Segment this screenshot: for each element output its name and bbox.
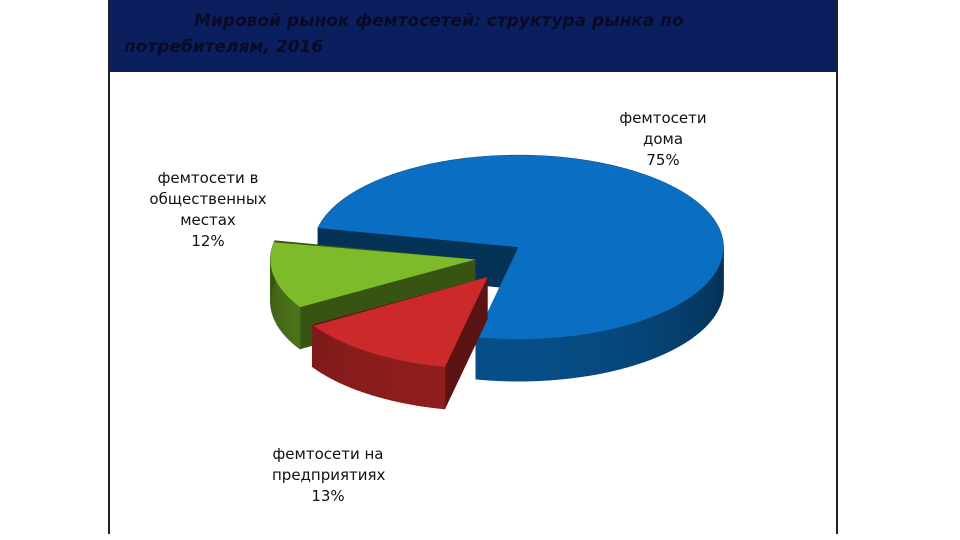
slice-side [588,332,596,376]
slice-side [489,337,498,381]
slice-side [708,277,712,325]
slice-side [632,321,640,366]
slice-side [655,312,662,358]
data-label: фемтосети на предприятиях 13% [253,444,403,507]
slice-side [705,280,709,328]
slice-side [281,288,285,336]
value-label: 75% [646,151,680,169]
slice-side [496,338,505,382]
slice-side [482,337,491,381]
slice-side [695,289,700,336]
category-label: фемтосети дома [619,109,707,148]
slice-side [525,338,534,382]
slice-side [560,336,569,380]
slice-side [344,342,351,388]
slice [270,242,476,308]
slice-side [683,298,689,344]
chart-title: Мировой рынок фемтосетей: структура рынк… [124,11,684,57]
slice-side [325,333,331,379]
slice-side [410,361,418,406]
slice-side [620,324,628,370]
slice-side [532,338,541,382]
slice-side [574,334,583,378]
slice-side [675,303,681,349]
slice-side [321,330,327,377]
slice-side [391,357,399,403]
slice [313,277,488,367]
slice-side [350,344,357,390]
category-label: фемтосети в общественных местах [149,169,267,229]
slice-side [553,336,562,381]
slide-frame: Мировой рынок фемтосетей: структура рынк… [108,0,838,534]
slice-side [518,338,526,382]
slice-side [330,335,336,382]
slice [317,155,724,340]
slice-side [475,336,484,381]
value-label: 12% [191,232,225,250]
slice-side [339,340,346,386]
slice-side [286,295,291,342]
slice-side [607,328,615,373]
slice-side [510,338,519,382]
slice-side [423,364,432,408]
value-label: 13% [311,487,345,505]
slice-side [713,271,716,319]
slice-side [397,359,405,404]
slice-side [334,338,341,384]
slice-side [417,363,425,407]
pie-slice [311,277,488,410]
slice-side [279,285,283,333]
slice-side [601,329,609,374]
slice-side [292,300,297,348]
slice-side [702,283,706,331]
slice-side [503,338,512,382]
slice-side [614,326,622,371]
slice-side [644,317,651,363]
pie-slice [317,154,724,382]
slice-side [581,333,589,378]
slice-side [594,330,603,375]
slice-side [539,337,548,381]
slice-side [355,347,362,392]
slice-side [437,365,446,410]
slice-side [384,356,392,401]
slice-side [313,325,318,372]
slice-side [372,352,380,398]
slice-side [649,315,656,361]
slice-side [403,360,412,405]
slice-side [679,300,685,347]
slice-side [665,308,672,354]
data-label: фемтосети в общественных местах 12% [133,168,283,252]
header: Мировой рынок фемтосетей: структура рынк… [110,0,836,72]
slice-side [626,323,634,368]
slice-side [710,274,714,322]
slice-side [296,303,301,350]
slice-side [567,335,576,379]
slice-side [317,327,323,374]
slice-side [670,305,676,352]
slice-side [361,349,368,394]
slice-side [688,295,693,342]
slice-side [691,292,697,339]
slice-side [289,297,294,345]
category-label: фемтосети на предприятиях [272,445,386,484]
slice-side [660,310,667,356]
slice-side [366,351,374,396]
slice-side [699,286,703,334]
slice-side [378,354,386,400]
data-label: фемтосети дома 75% [588,108,738,171]
slice-side [638,319,645,365]
slice-side [430,365,439,409]
slice-side [283,291,288,339]
slice-side [311,324,315,369]
slice-side [546,337,555,381]
